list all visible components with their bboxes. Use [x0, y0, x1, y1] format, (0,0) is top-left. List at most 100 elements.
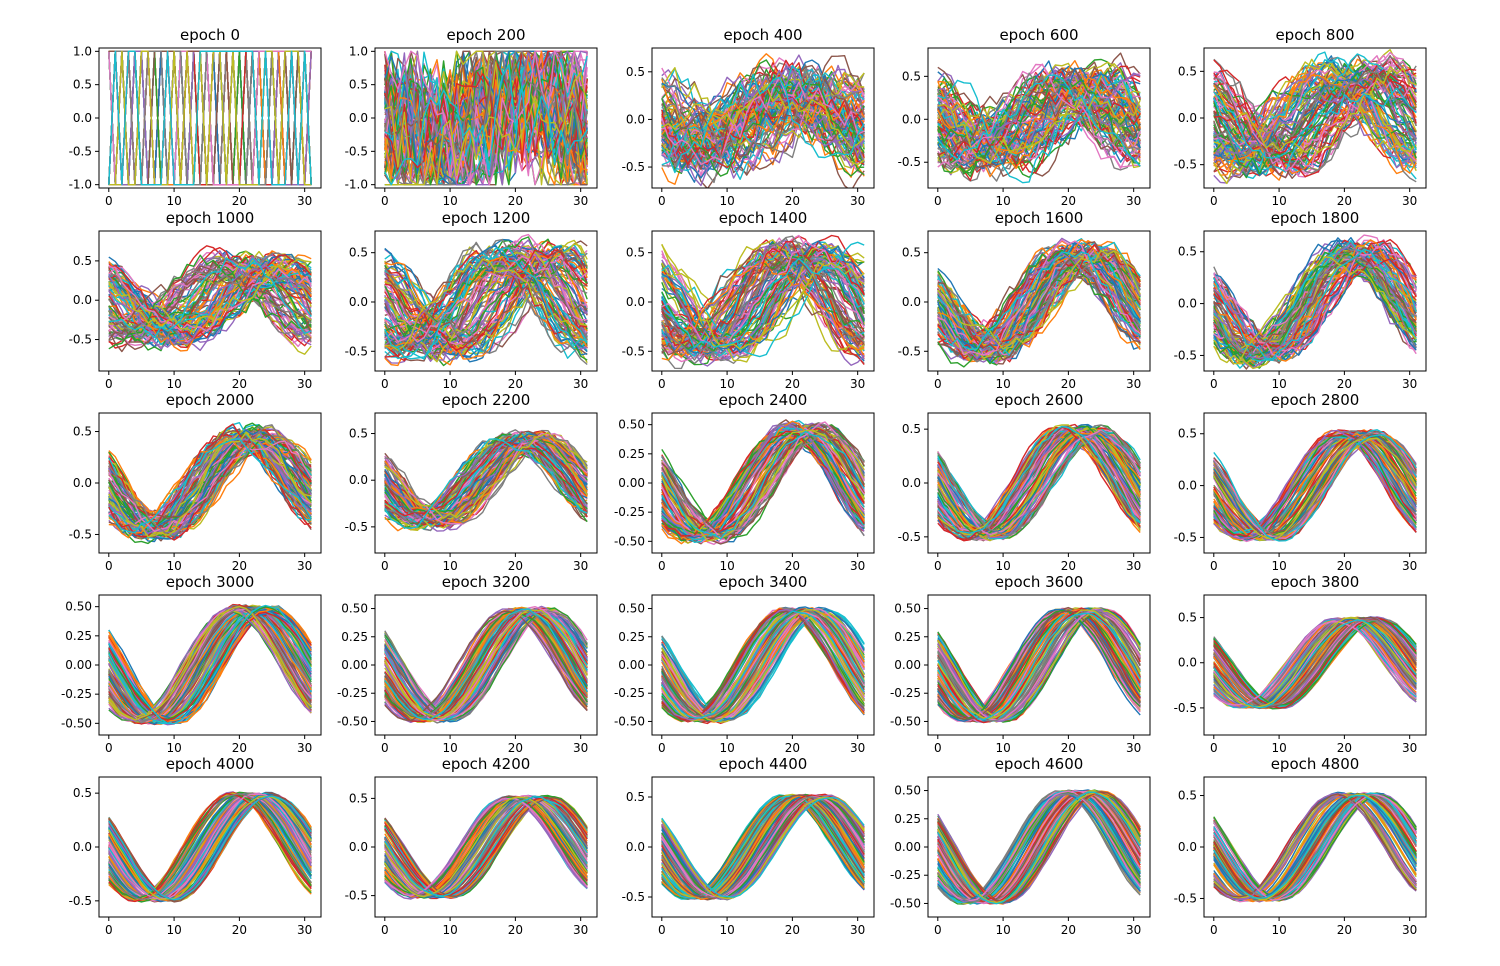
y-tick-label: -0.5: [345, 889, 368, 903]
panel-2200-lines: [384, 429, 588, 532]
x-tick-label: 20: [785, 559, 800, 573]
x-tick-label: 20: [508, 741, 523, 755]
x-tick-label: 10: [719, 741, 734, 755]
series-line: [661, 427, 865, 541]
panel-2600: 0 10 20 30 -0.5 0.0 0.5 epoch 2600: [898, 391, 1151, 573]
panel-2800-lines: [1213, 429, 1417, 543]
series-line: [384, 236, 588, 359]
y-tick-label: -0.25: [890, 868, 921, 882]
x-tick-label: 10: [166, 741, 181, 755]
x-tick-label: 30: [297, 741, 312, 755]
series-line: [937, 425, 1141, 534]
series-line: [937, 609, 1141, 723]
series-line: [384, 609, 588, 718]
series-line: [937, 431, 1141, 539]
series-line: [937, 97, 1141, 160]
series-line: [108, 257, 312, 339]
y-tick-label: 0.50: [618, 418, 645, 432]
series-line: [661, 78, 865, 158]
x-tick-label: 0: [934, 923, 942, 937]
series-line: [661, 69, 865, 187]
panel-1000-lines: [108, 245, 312, 355]
x-tick-label: 10: [166, 923, 181, 937]
series-line: [108, 266, 312, 332]
x-tick-label: 20: [232, 377, 247, 391]
panel-4000-lines: [108, 791, 312, 903]
series-line: [1213, 432, 1417, 539]
y-tick-label: 0.5: [1178, 611, 1197, 625]
x-tick-label: 0: [381, 923, 389, 937]
series-line: [937, 609, 1141, 720]
panel-title: epoch 2200: [442, 391, 531, 409]
y-tick-label: 0.25: [894, 812, 921, 826]
series-line: [384, 260, 588, 350]
series-line: [937, 792, 1141, 904]
series-line: [937, 252, 1141, 360]
x-tick-label: 20: [508, 559, 523, 573]
panel-4800-lines: [1213, 791, 1417, 903]
series-line: [384, 436, 588, 522]
series-line: [1213, 71, 1417, 172]
panel-title: epoch 0: [180, 26, 240, 44]
series-line: [937, 242, 1141, 350]
y-tick-label: 0.5: [902, 422, 921, 436]
y-tick-label: 0.0: [902, 295, 921, 309]
y-tick-label: 0.00: [618, 476, 645, 490]
y-tick-label: -0.5: [1174, 701, 1197, 715]
series-line: [661, 613, 865, 722]
series-line: [937, 72, 1141, 169]
y-tick-label: 1.0: [73, 44, 92, 58]
series-line: [661, 430, 865, 539]
x-tick-label: 20: [785, 923, 800, 937]
series-line: [661, 248, 865, 354]
panel-3200: 0 10 20 30 -0.50 -0.25 0.00 0.25 0.50 epoch 3200: [337, 573, 598, 755]
series-line: [1213, 619, 1417, 706]
y-tick-label: -0.25: [61, 687, 92, 701]
panel-title: epoch 4000: [166, 755, 255, 773]
series-line: [937, 790, 1141, 902]
series-line: [1213, 617, 1417, 708]
x-tick-label: 10: [719, 923, 734, 937]
series-line: [937, 429, 1141, 541]
series-line: [108, 794, 312, 902]
series-line: [108, 424, 312, 537]
series-line: [937, 430, 1141, 536]
x-tick-label: 10: [166, 377, 181, 391]
series-line: [108, 792, 312, 903]
panel-2600-lines: [937, 423, 1141, 542]
series-line: [108, 256, 312, 352]
series-line: [1213, 239, 1417, 361]
x-tick-label: 20: [785, 741, 800, 755]
series-line: [937, 793, 1141, 903]
series-line: [384, 252, 588, 354]
series-line: [661, 609, 865, 720]
series-line: [1213, 245, 1417, 356]
x-tick-label: 30: [1402, 741, 1417, 755]
series-line: [661, 68, 865, 159]
series-line: [937, 78, 1141, 168]
series-line: [384, 430, 588, 524]
series-line: [937, 792, 1141, 902]
series-line: [937, 79, 1141, 178]
series-line: [937, 610, 1141, 721]
x-tick-label: 20: [785, 377, 800, 391]
series-line: [108, 608, 312, 725]
y-tick-label: 0.0: [1178, 111, 1197, 125]
series-line: [937, 78, 1141, 164]
y-tick-label: 0.5: [349, 791, 368, 805]
series-line: [661, 429, 865, 542]
series-line: [1213, 78, 1417, 154]
x-tick-label: 20: [232, 741, 247, 755]
series-line: [108, 50, 312, 186]
y-tick-label: 0.5: [73, 78, 92, 92]
x-tick-label: 0: [105, 377, 113, 391]
series-line: [937, 249, 1141, 350]
series-line: [108, 258, 312, 333]
series-line: [661, 796, 865, 898]
y-tick-label: -0.5: [345, 144, 368, 158]
y-tick-label: 0.25: [341, 630, 368, 644]
panel-title: epoch 3400: [719, 573, 808, 591]
y-tick-label: 0.0: [626, 112, 645, 126]
axes-frame: [1203, 230, 1427, 372]
series-line: [1213, 248, 1417, 360]
